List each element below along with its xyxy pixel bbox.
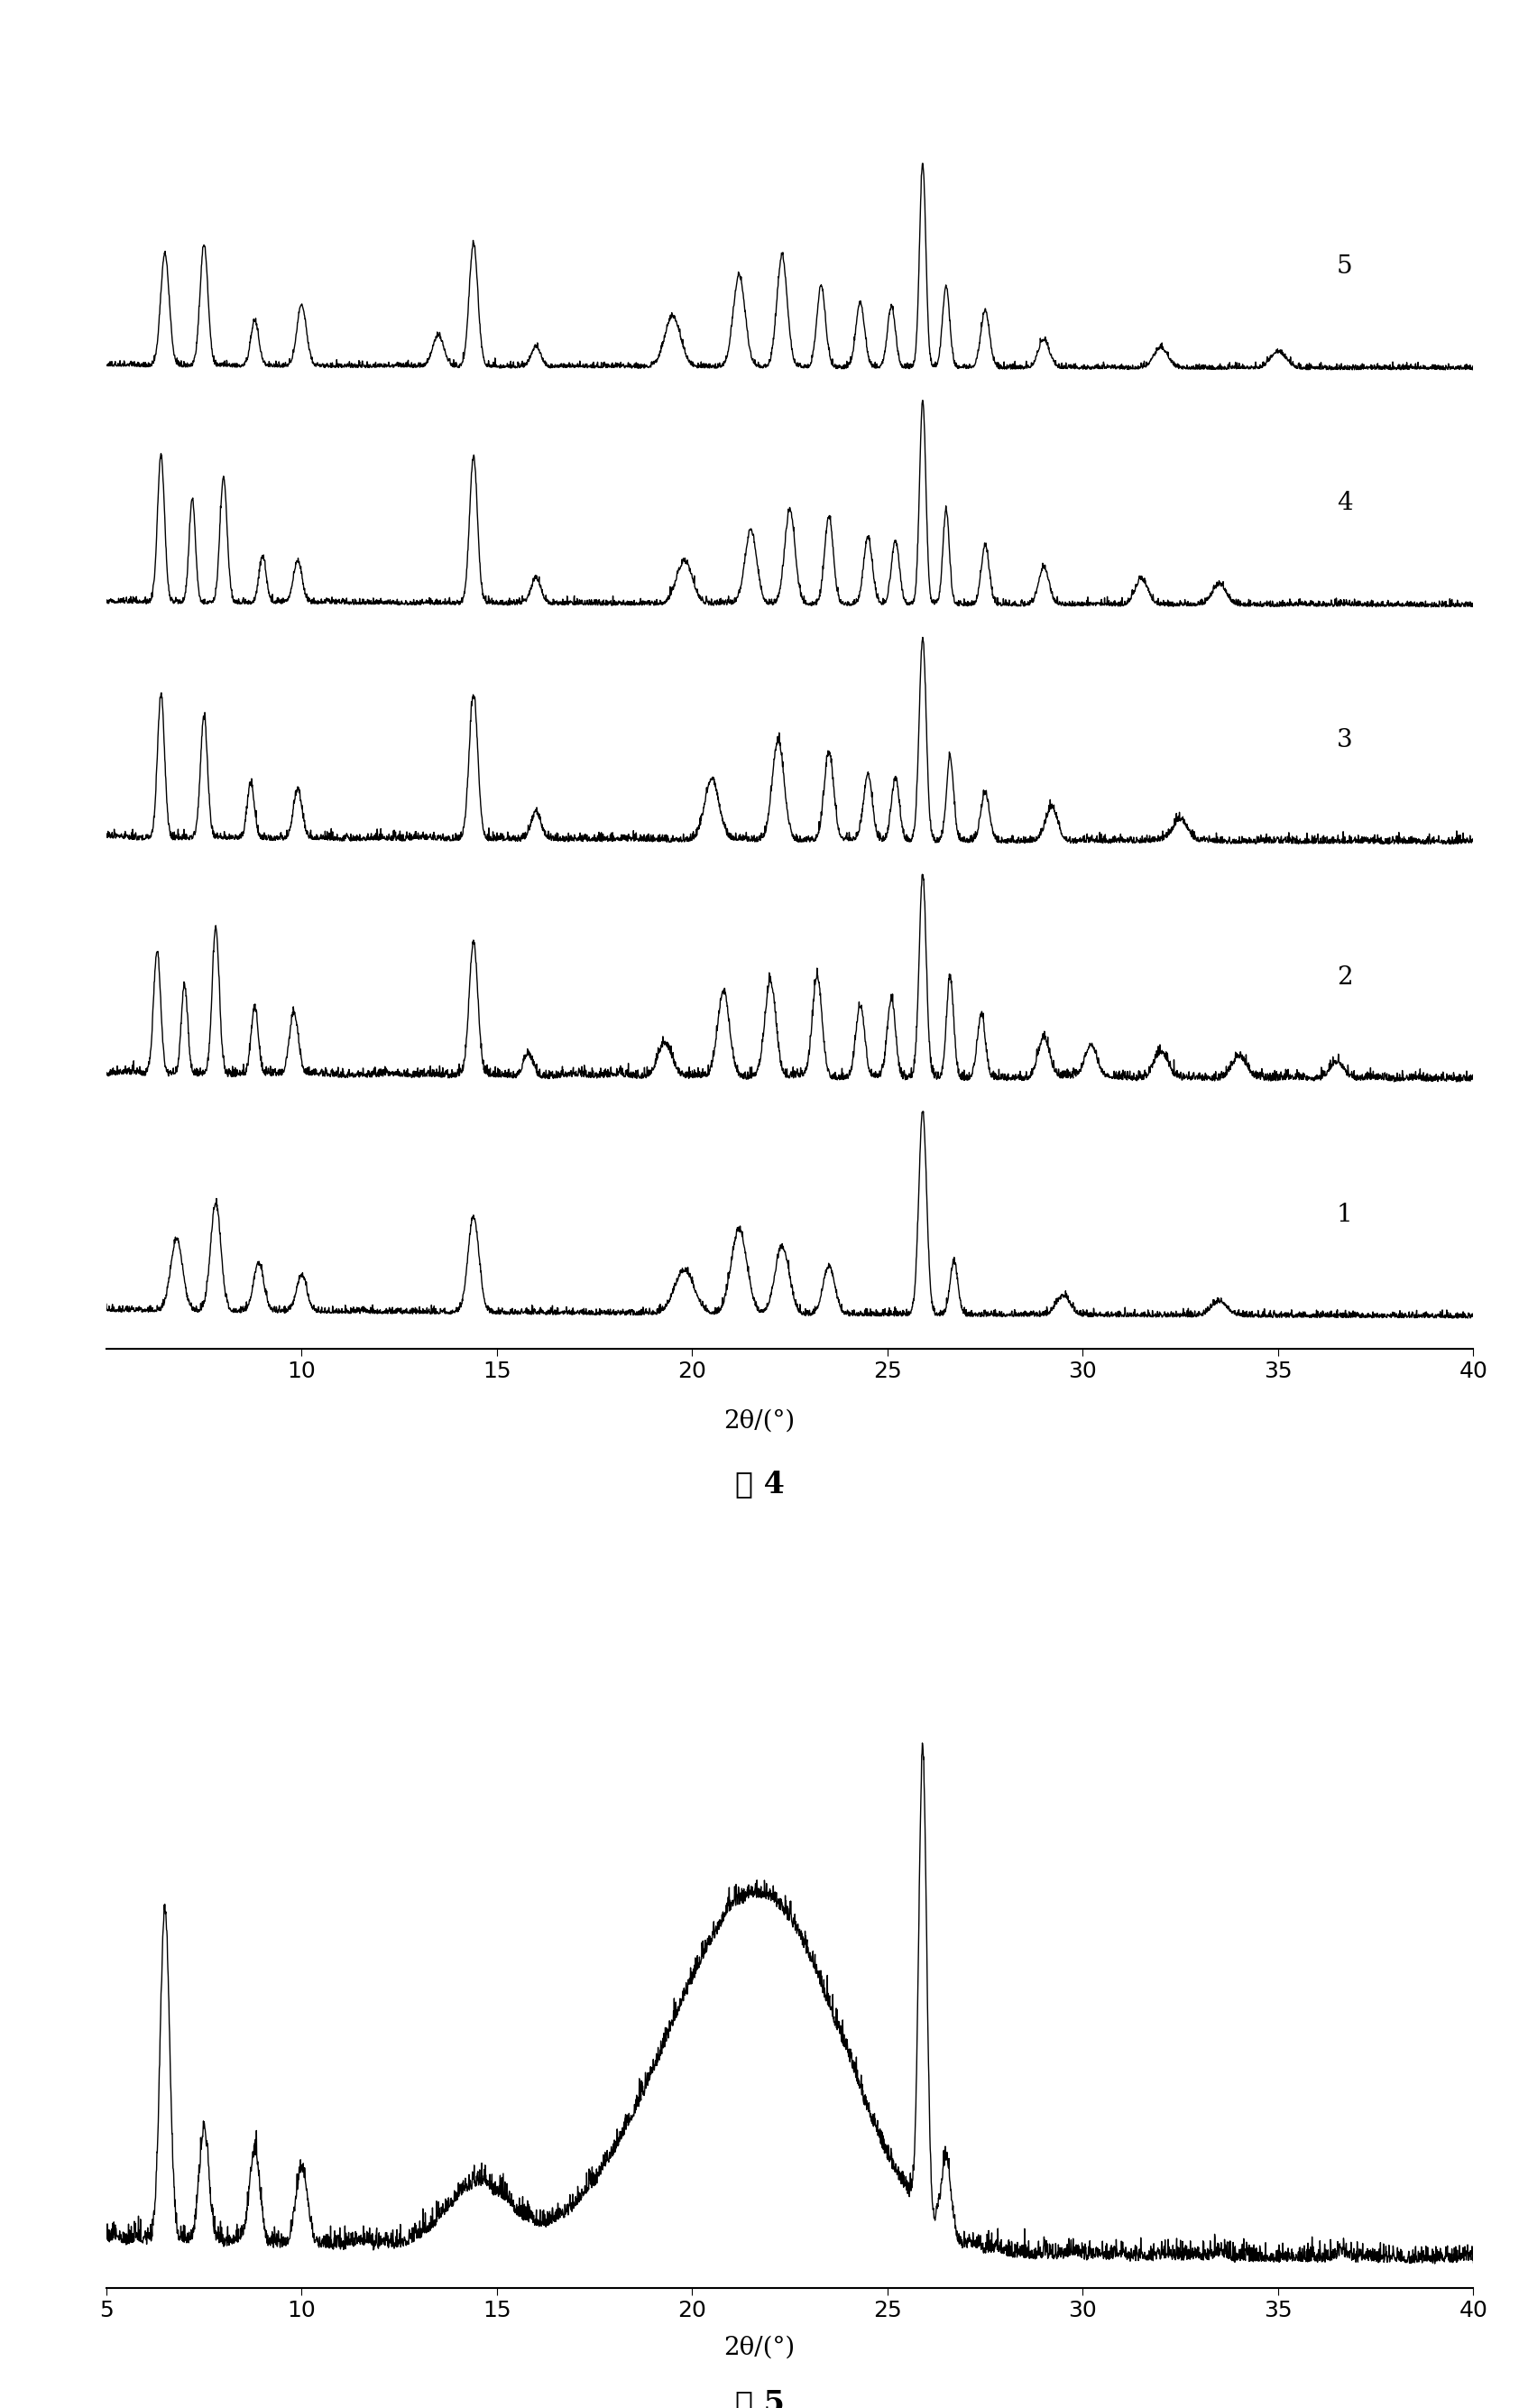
Text: 图 5: 图 5 — [735, 2389, 784, 2408]
Text: 2θ/(°): 2θ/(°) — [723, 2336, 796, 2360]
Text: 2θ/(°): 2θ/(°) — [723, 1409, 796, 1433]
Text: 1: 1 — [1337, 1202, 1353, 1226]
Text: 3: 3 — [1337, 727, 1352, 754]
Text: 4: 4 — [1337, 491, 1352, 515]
Text: 图 4: 图 4 — [735, 1469, 784, 1498]
Text: 2: 2 — [1337, 966, 1352, 990]
Text: 5: 5 — [1337, 255, 1352, 279]
